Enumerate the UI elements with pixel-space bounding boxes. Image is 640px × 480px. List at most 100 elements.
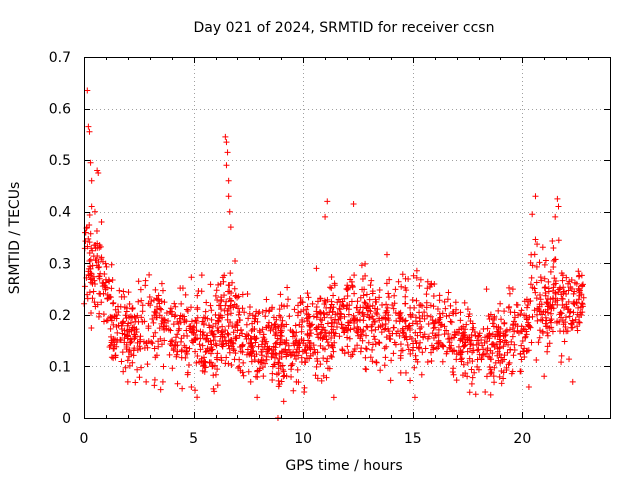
data-point <box>227 310 234 317</box>
data-point <box>446 335 453 342</box>
data-point <box>336 313 343 320</box>
data-point <box>256 327 263 334</box>
data-point <box>369 358 376 365</box>
data-point <box>563 328 570 335</box>
data-point <box>169 365 176 372</box>
data-point <box>377 367 384 374</box>
data-point <box>383 307 390 314</box>
data-point <box>392 309 399 316</box>
data-point <box>498 380 505 387</box>
data-point <box>407 333 414 340</box>
data-point <box>95 273 102 280</box>
data-point <box>216 315 223 322</box>
data-point <box>117 336 124 343</box>
data-point <box>138 297 145 304</box>
data-point <box>275 377 282 384</box>
data-point <box>574 327 581 334</box>
data-point <box>127 319 134 326</box>
data-point <box>359 275 366 282</box>
data-point <box>235 305 242 312</box>
data-point <box>259 364 266 371</box>
data-point <box>461 343 468 350</box>
data-point <box>497 332 504 339</box>
data-point <box>536 259 543 266</box>
data-point <box>293 349 300 356</box>
data-point <box>373 359 380 366</box>
data-point <box>504 349 511 356</box>
data-point <box>554 195 561 202</box>
data-point <box>443 327 450 334</box>
data-point <box>262 313 269 320</box>
data-point <box>542 284 549 291</box>
data-point <box>381 326 388 333</box>
data-point <box>237 327 244 334</box>
data-point <box>235 365 242 372</box>
data-point <box>416 309 423 316</box>
data-point <box>449 348 456 355</box>
data-point <box>255 358 262 365</box>
data-point <box>450 371 457 378</box>
data-point <box>132 318 139 325</box>
data-point <box>267 327 274 334</box>
data-point <box>269 350 276 357</box>
data-point <box>293 378 300 385</box>
data-point <box>524 301 531 308</box>
data-point <box>206 324 213 331</box>
data-point <box>525 322 532 329</box>
data-point <box>376 294 383 301</box>
data-point <box>292 322 299 329</box>
data-point <box>103 317 110 324</box>
data-point <box>192 387 199 394</box>
data-point <box>351 319 358 326</box>
data-point <box>192 348 199 355</box>
data-point <box>114 329 121 336</box>
data-point <box>111 313 118 320</box>
data-point <box>566 356 573 363</box>
data-point <box>203 299 210 306</box>
data-point <box>251 356 258 363</box>
data-point <box>166 308 173 315</box>
chart-title: Day 021 of 2024, SRMTID for receiver ccs… <box>194 20 495 36</box>
data-point <box>181 319 188 326</box>
data-point <box>388 357 395 364</box>
data-point <box>96 290 103 297</box>
data-point <box>151 376 158 383</box>
data-point <box>178 335 185 342</box>
data-point <box>447 302 454 309</box>
data-point <box>307 340 314 347</box>
data-point <box>416 345 423 352</box>
data-point <box>349 282 356 289</box>
data-point <box>519 337 526 344</box>
data-point <box>328 319 335 326</box>
data-point <box>328 314 335 321</box>
data-point <box>210 337 217 344</box>
data-point <box>98 299 105 306</box>
data-point <box>275 359 282 366</box>
data-point <box>166 351 173 358</box>
data-point <box>428 342 435 349</box>
data-point <box>432 332 439 339</box>
data-point <box>386 276 393 283</box>
data-point <box>382 315 389 322</box>
data-point <box>228 289 235 296</box>
data-point <box>563 274 570 281</box>
data-point <box>464 336 471 343</box>
data-point <box>294 366 301 373</box>
data-point <box>402 300 409 307</box>
data-point <box>370 333 377 340</box>
data-point <box>333 320 340 327</box>
data-point <box>379 322 386 329</box>
data-point <box>328 298 335 305</box>
data-point <box>277 363 284 370</box>
data-point <box>464 306 471 313</box>
data-point <box>365 339 372 346</box>
data-point <box>94 244 101 251</box>
data-point <box>153 295 160 302</box>
data-point <box>468 380 475 387</box>
data-point <box>150 333 157 340</box>
data-point <box>283 351 290 358</box>
data-point <box>574 323 581 330</box>
data-point <box>464 348 471 355</box>
data-point <box>145 338 152 345</box>
data-point <box>565 287 572 294</box>
